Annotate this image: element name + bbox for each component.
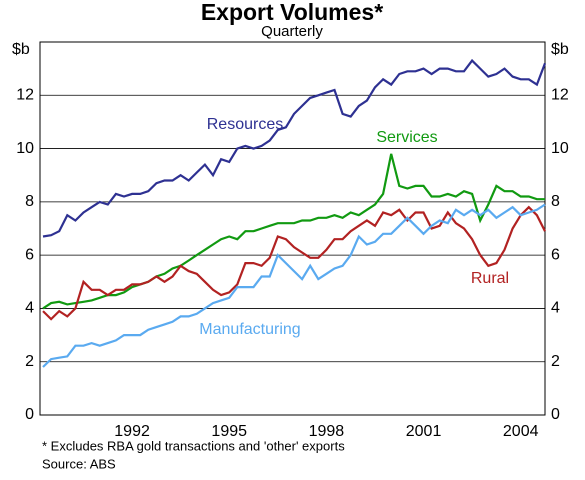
series-label: Rural bbox=[471, 270, 509, 287]
series-line bbox=[42, 153, 545, 310]
y-tick-label: 8 bbox=[25, 193, 34, 210]
series-line bbox=[42, 58, 547, 238]
x-tick-label: 1995 bbox=[211, 423, 247, 440]
series-label: Resources bbox=[207, 116, 283, 133]
y-tick-label: 12 bbox=[16, 87, 34, 104]
plot-frame bbox=[39, 41, 546, 416]
y2-axis-label: $b bbox=[551, 41, 569, 58]
chart-subtitle: Quarterly bbox=[261, 23, 323, 40]
y2-tick-label: 8 bbox=[551, 193, 560, 210]
series-label: Services bbox=[376, 129, 437, 146]
x-tick-label: 2004 bbox=[503, 423, 539, 440]
series-line bbox=[42, 205, 546, 321]
x-tick-label: 1992 bbox=[114, 423, 150, 440]
chart-title: Export Volumes* bbox=[201, 0, 383, 25]
y2-tick-label: 0 bbox=[551, 406, 560, 423]
y2-tick-label: 4 bbox=[551, 300, 560, 317]
x-tick-label: 2001 bbox=[406, 423, 442, 440]
y2-tick-label: 6 bbox=[551, 246, 560, 263]
series-line bbox=[42, 203, 546, 368]
y-tick-label: 0 bbox=[25, 406, 34, 423]
y2-tick-label: 12 bbox=[551, 87, 569, 104]
y-tick-label: 2 bbox=[25, 353, 34, 370]
series-label: Manufacturing bbox=[199, 321, 300, 338]
y-tick-label: 6 bbox=[25, 246, 34, 263]
footnote: * Excludes RBA gold transactions and 'ot… bbox=[42, 438, 345, 453]
x-tick-label: 1998 bbox=[309, 423, 345, 440]
source: Source: ABS bbox=[42, 456, 116, 471]
y-tick-label: 10 bbox=[16, 140, 34, 157]
y-tick-label: 4 bbox=[25, 300, 34, 317]
y2-tick-label: 10 bbox=[551, 140, 569, 157]
y-axis-label: $b bbox=[12, 41, 30, 58]
y2-tick-label: 2 bbox=[551, 353, 560, 370]
